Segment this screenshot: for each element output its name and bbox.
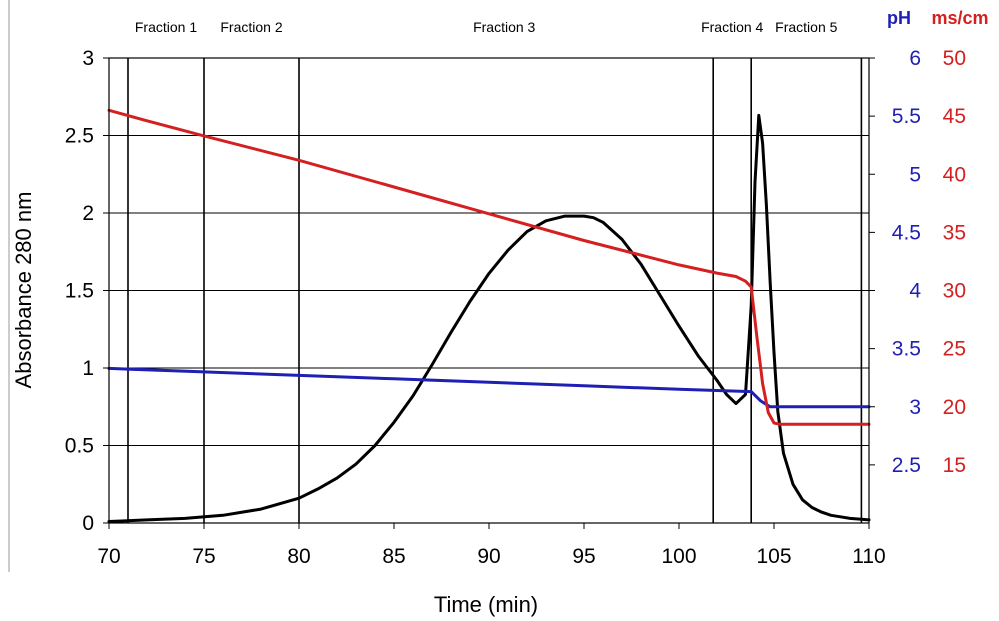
ph-tick-label: 5 bbox=[909, 163, 921, 186]
time-tick-label: 110 bbox=[852, 545, 885, 568]
conductivity-tick-label: 25 bbox=[943, 338, 966, 361]
ph-axis-ticks: 2.5 3 3.5 4 4.5 5 5.5 6 bbox=[869, 47, 921, 477]
ph-tick-label: 4 bbox=[909, 280, 921, 303]
absorbance-tick-label: 1.5 bbox=[65, 280, 94, 303]
time-tick-label: 90 bbox=[477, 545, 500, 568]
conductivity-tick-label: 40 bbox=[943, 163, 966, 186]
fraction-label: Fraction 3 bbox=[473, 19, 535, 35]
absorbance-tick-label: 2.5 bbox=[65, 125, 94, 148]
fraction-label: Fraction 4 bbox=[701, 19, 763, 35]
conductivity-tick-label: 30 bbox=[943, 280, 966, 303]
absorbance-tick-label: 1 bbox=[82, 357, 94, 380]
conductivity-tick-label: 20 bbox=[943, 396, 966, 419]
y-axis-title: Absorbance 280 nm bbox=[11, 192, 36, 389]
conductivity-tick-label: 45 bbox=[943, 105, 966, 128]
fraction-label: Fraction 5 bbox=[775, 19, 837, 35]
ph-axis-unit: pH bbox=[887, 8, 911, 28]
conductivity-series-line bbox=[107, 108, 871, 426]
absorbance-series-line bbox=[107, 113, 871, 523]
conductivity-axis-unit: ms/cm bbox=[931, 8, 988, 28]
time-tick-label: 85 bbox=[382, 545, 405, 568]
absorbance-tick-label: 3 bbox=[82, 47, 94, 70]
ph-tick-label: 3.5 bbox=[892, 338, 921, 361]
grid-lines bbox=[109, 57, 869, 446]
absorbance-tick-label: 2 bbox=[82, 202, 94, 225]
time-tick-label: 80 bbox=[287, 545, 310, 568]
conductivity-tick-label: 35 bbox=[943, 221, 966, 244]
x-axis-title: Time (min) bbox=[434, 592, 538, 617]
fraction-label: Fraction 2 bbox=[220, 19, 282, 35]
absorbance-axis-ticks: 0 0.5 1 1.5 2 2.5 3 bbox=[65, 47, 109, 535]
fraction-label: Fraction 1 bbox=[135, 19, 197, 35]
ph-tick-label: 4.5 bbox=[892, 221, 921, 244]
time-axis-ticks: 70 75 80 85 90 95 100 105 110 bbox=[97, 523, 886, 568]
time-tick-label: 75 bbox=[192, 545, 215, 568]
absorbance-tick-label: 0.5 bbox=[65, 435, 94, 458]
conductivity-tick-label: 50 bbox=[943, 47, 966, 70]
ph-tick-label: 2.5 bbox=[892, 454, 921, 477]
fraction-boundary-lines bbox=[127, 58, 863, 523]
time-tick-label: 70 bbox=[97, 545, 120, 568]
ph-tick-label: 3 bbox=[909, 396, 921, 419]
conductivity-tick-label: 15 bbox=[943, 454, 966, 477]
time-tick-label: 105 bbox=[756, 545, 791, 568]
ph-series-line bbox=[107, 366, 871, 409]
fraction-labels: Fraction 1 Fraction 2 Fraction 3 Fraction 4… bbox=[135, 19, 838, 35]
absorbance-tick-label: 0 bbox=[82, 512, 94, 535]
conductivity-axis-ticks: 15 20 25 30 35 40 45 50 bbox=[943, 47, 966, 477]
time-tick-label: 100 bbox=[661, 545, 696, 568]
data-series bbox=[107, 108, 871, 523]
ph-tick-label: 6 bbox=[909, 47, 921, 70]
time-tick-label: 95 bbox=[572, 545, 595, 568]
ph-tick-label: 5.5 bbox=[892, 105, 921, 128]
